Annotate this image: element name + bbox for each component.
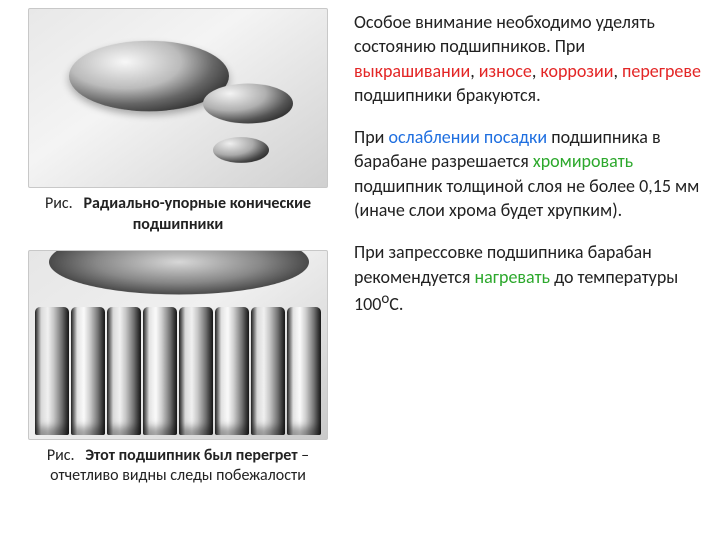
text: Особое внимание необходимо уделять состо… <box>354 11 655 57</box>
figure-2: Рис. Этот подшипник был перегрет – отчет… <box>8 250 348 488</box>
text: подшипник толщиной слоя не более 0,15 мм… <box>354 175 699 221</box>
text: , <box>470 60 479 82</box>
rollers-row <box>29 307 327 439</box>
text: подшипники бракуются. <box>354 84 541 106</box>
text: При <box>354 126 388 148</box>
roller-icon <box>179 307 213 435</box>
roller-icon <box>251 307 285 435</box>
paragraph-1: Особое внимание необходимо уделять состо… <box>354 10 706 107</box>
roller-icon <box>35 307 69 435</box>
term-red: выкрашивании <box>354 60 470 82</box>
bearing-small-icon <box>213 137 269 163</box>
roller-icon <box>107 307 141 435</box>
paragraph-3: При запрессовке подшипника барабан реком… <box>354 240 706 316</box>
term-green: нагревать <box>475 266 551 288</box>
fig-caption-bold: Этот подшипник был перегрет <box>85 446 297 465</box>
fig-caption-bold: Радиально-упорные конические подшипники <box>84 194 312 234</box>
term-blue: ослаблении посадки <box>388 126 547 148</box>
figure-1-caption: Рис. Радиально-упорные конические подшип… <box>8 194 348 236</box>
term-green: хромировать <box>533 150 633 172</box>
paragraph-2: При ослаблении посадки подшипника в бара… <box>354 125 706 222</box>
term-red: износе <box>479 60 532 82</box>
roller-icon <box>287 307 321 435</box>
term-red: коррозии <box>540 60 613 82</box>
figure-1-image <box>28 8 328 188</box>
figure-1: Рис. Радиально-упорные конические подшип… <box>8 8 348 250</box>
figure-2-image <box>28 250 328 440</box>
term-red: перегреве <box>622 60 701 82</box>
roller-icon <box>71 307 105 435</box>
roller-icon <box>143 307 177 435</box>
roller-icon <box>215 307 249 435</box>
text: , <box>613 60 622 82</box>
fig-prefix: Рис. <box>45 194 73 213</box>
bearing-ring-icon <box>49 250 309 295</box>
text: С. <box>389 293 403 315</box>
bearing-medium-icon <box>203 83 293 123</box>
figure-2-caption: Рис. Этот подшипник был перегрет – отчет… <box>8 446 348 488</box>
fig-prefix: Рис. <box>47 446 75 465</box>
left-column: Рис. Радиально-упорные конические подшип… <box>8 8 348 532</box>
right-column: Особое внимание необходимо уделять состо… <box>348 8 706 532</box>
